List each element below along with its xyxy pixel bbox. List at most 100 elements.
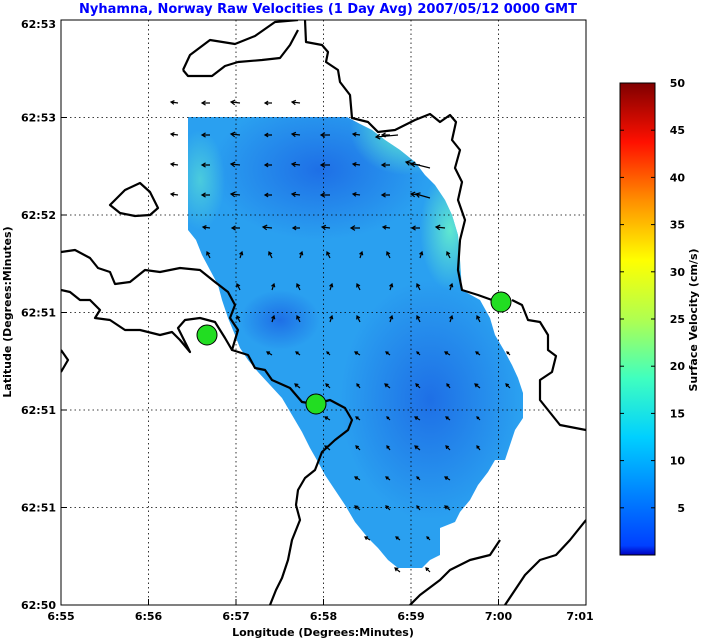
velocity-arrow (229, 191, 241, 198)
velocity-arrow (381, 225, 391, 230)
velocity-arrow (271, 282, 276, 291)
velocity-arrow (296, 314, 301, 323)
velocity-arrow (329, 314, 334, 323)
x-tick-label: 6:57 (222, 610, 249, 623)
velocity-arrow (380, 192, 390, 198)
velocity-arrow (329, 282, 334, 291)
coastline-south-east (504, 519, 586, 605)
colorbar-tick-label: 5 (677, 502, 685, 515)
velocity-arrow (169, 162, 179, 167)
velocity-arrow (355, 445, 361, 451)
velocity-arrow (425, 567, 431, 573)
y-tick-label: 62:52 (21, 209, 56, 222)
velocity-arrow (263, 162, 272, 168)
velocity-arrow (385, 476, 391, 481)
station-marker (490, 291, 512, 313)
y-tick-label: 62:53 (21, 112, 56, 125)
velocity-arrow (374, 133, 399, 140)
velocity-arrow (444, 505, 451, 511)
velocity-arrow (446, 383, 451, 389)
coastline-west-island (108, 181, 160, 218)
velocity-arrow (290, 99, 301, 106)
velocity-arrow (169, 132, 179, 137)
velocity-arrow (261, 224, 273, 231)
colorbar-label: Surface Velocity (cm/s) (687, 248, 700, 391)
velocity-arrow (291, 225, 300, 231)
colorbar-tick-label: 35 (670, 219, 685, 232)
chart-title: Nyhamna, Norway Raw Velocities (1 Day Av… (79, 2, 577, 17)
y-tick-label: 62:51 (21, 307, 56, 320)
low-speed-region (240, 290, 320, 350)
colorbar-ticks: 5 10 15 20 25 30 35 40 45 50 (620, 77, 685, 515)
high-speed-region (188, 130, 225, 230)
y-tick-label: 62:50 (21, 599, 56, 612)
x-axis-label: Longitude (Degrees:Minutes) (232, 626, 414, 639)
velocity-arrow (444, 351, 451, 356)
velocity-arrow (445, 445, 451, 451)
velocity-arrow (354, 351, 361, 356)
velocity-arrow (290, 131, 301, 138)
velocity-arrow (419, 250, 424, 259)
velocity-arrow (445, 416, 451, 421)
velocity-arrow (356, 314, 361, 323)
velocity-arrow (229, 131, 241, 138)
velocity-arrow (449, 314, 454, 323)
velocity-arrow (395, 536, 401, 541)
velocity-arrow (239, 250, 244, 259)
velocity-arrow (385, 351, 391, 356)
velocity-arrow (474, 383, 481, 389)
velocity-arrow (354, 505, 361, 511)
y-axis-label: Latitude (Degrees:Minutes) (1, 226, 14, 397)
velocity-arrow (326, 351, 331, 356)
velocity-arrow (505, 383, 511, 389)
velocity-arrow (389, 314, 394, 323)
coastline-west-shore (61, 248, 354, 605)
velocity-arrow (416, 282, 421, 291)
velocity-arrow (476, 314, 481, 323)
x-tick-label: 6:55 (47, 610, 74, 623)
station-marker (305, 393, 327, 415)
velocity-arrow (380, 162, 390, 168)
velocity-arrow (319, 162, 330, 168)
colorbar: 5 10 15 20 25 30 35 40 45 50 Surface Velocity (cm… (619, 77, 700, 556)
velocity-arrow (386, 445, 391, 451)
velocity-arrow (414, 445, 421, 451)
velocity-arrow (229, 161, 241, 168)
velocity-arrow (201, 225, 211, 230)
colorbar-scale (619, 82, 656, 556)
velocity-arrow (206, 250, 211, 259)
velocity-arrow (326, 250, 331, 259)
velocity-arrow (386, 250, 391, 259)
velocity-arrow (351, 162, 361, 167)
velocity-arrow (416, 314, 421, 323)
velocity-arrow (385, 505, 391, 511)
velocity-arrow (200, 162, 210, 168)
velocity-arrow (449, 282, 454, 291)
velocity-arrow (169, 100, 179, 105)
velocity-arrow (355, 416, 361, 421)
y-tick-label: 62:53 (21, 18, 56, 31)
velocity-arrow (290, 161, 301, 168)
coastline-west-peninsula (61, 288, 233, 354)
velocity-arrow (389, 282, 394, 291)
y-axis: 62:50 62:51 62:51 62:51 62:52 62:53 62:5… (1, 18, 67, 612)
velocity-arrow (324, 416, 331, 421)
colorbar-tick-label: 15 (670, 407, 685, 420)
velocity-arrow (263, 192, 272, 198)
velocity-arrow (410, 225, 420, 231)
x-tick-marks (60, 599, 587, 605)
velocity-arrow (200, 100, 210, 106)
velocity-arrow (415, 383, 421, 389)
velocity-arrow (386, 416, 391, 421)
velocity-arrow (229, 99, 241, 106)
x-axis: 6:55 6:56 6:57 6:58 6:59 7:00 7:01 Longi… (47, 599, 594, 639)
stations (196, 291, 512, 415)
velocity-arrow (351, 132, 361, 137)
velocity-arrow (294, 383, 301, 389)
coastline-north-island (182, 20, 586, 432)
velocity-arrow (290, 191, 301, 198)
velocity-arrow (416, 476, 421, 481)
x-tick-label: 6:58 (310, 610, 337, 623)
colorbar-tick-label: 30 (670, 266, 686, 279)
